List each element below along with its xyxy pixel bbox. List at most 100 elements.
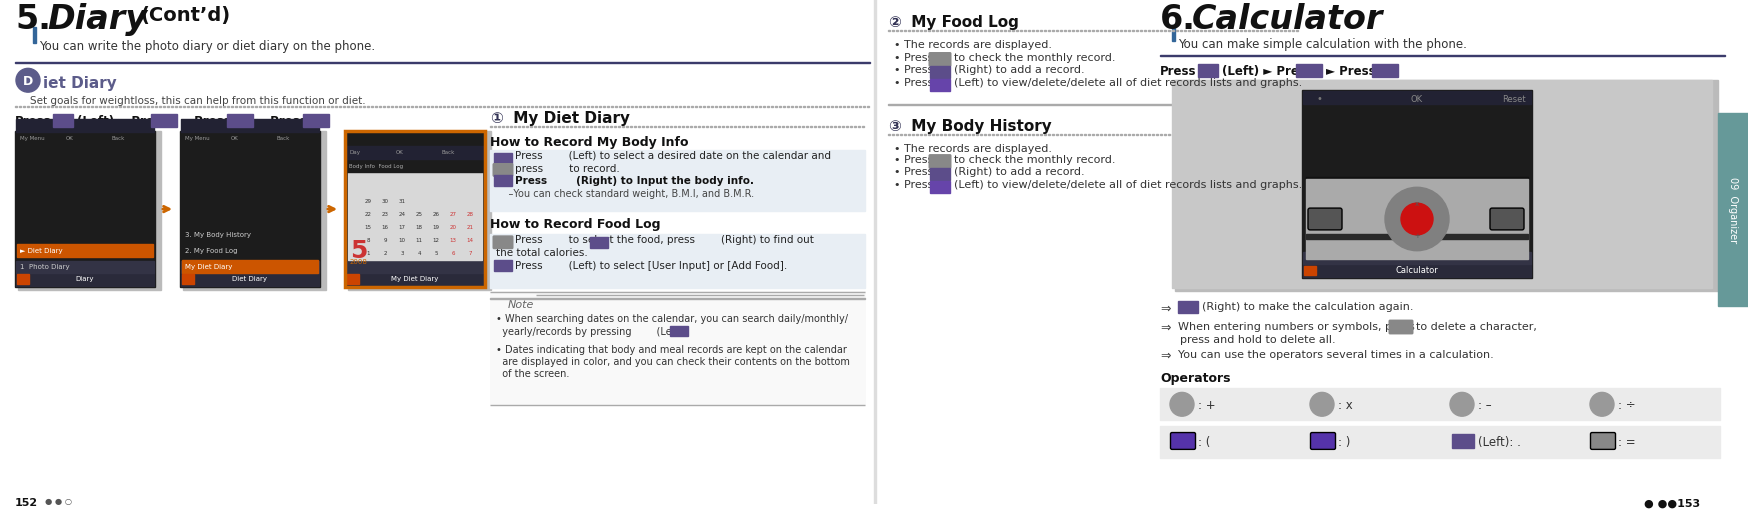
Bar	[1155, 31, 1157, 32]
Bar	[995, 134, 998, 135]
Bar	[1306, 180, 1528, 259]
Bar	[1096, 134, 1098, 135]
Bar	[1143, 134, 1145, 135]
Bar	[1051, 31, 1054, 32]
Bar	[1224, 31, 1225, 32]
Bar	[1028, 134, 1030, 135]
Text: to delete a character,: to delete a character,	[1416, 321, 1536, 331]
Text: • When searching dates on the calendar, you can search daily/monthly/: • When searching dates on the calendar, …	[496, 314, 848, 324]
Text: 4: 4	[418, 250, 421, 255]
Bar	[1197, 65, 1217, 78]
Bar	[944, 134, 946, 135]
Bar	[930, 169, 949, 181]
Bar	[1227, 31, 1229, 32]
Bar	[1271, 134, 1273, 135]
Text: Press: Press	[1159, 65, 1196, 78]
Bar	[1183, 31, 1185, 32]
Text: • Dates indicating that body and meal records are kept on the calendar: • Dates indicating that body and meal re…	[496, 344, 846, 354]
Bar	[1079, 31, 1082, 32]
Bar	[1147, 31, 1150, 32]
Text: (Right) to add a record.: (Right) to add a record.	[953, 65, 1084, 75]
Bar	[1023, 31, 1026, 32]
Text: You can write the photo diary or diet diary on the phone.: You can write the photo diary or diet di…	[38, 40, 374, 52]
Bar	[1131, 31, 1133, 32]
Text: My Diet Diary: My Diet Diary	[392, 276, 439, 282]
Bar	[1007, 31, 1009, 32]
Bar	[346, 261, 484, 273]
Bar	[1143, 31, 1145, 32]
Text: OK: OK	[231, 136, 239, 141]
Bar	[1031, 31, 1033, 32]
Bar	[1304, 266, 1314, 276]
Bar	[984, 134, 986, 135]
Bar	[1302, 92, 1530, 105]
Bar	[988, 134, 989, 135]
Bar	[1007, 134, 1009, 135]
Bar	[1035, 134, 1037, 135]
Bar	[963, 31, 965, 32]
Text: 28: 28	[467, 212, 474, 217]
Text: : ÷: : ÷	[1617, 398, 1634, 411]
Text: x: x	[1414, 201, 1418, 207]
Bar	[344, 131, 484, 288]
Bar	[919, 134, 921, 135]
Bar	[947, 134, 949, 135]
Bar	[489, 235, 865, 289]
Bar	[930, 67, 949, 79]
Text: • The records are displayed.: • The records are displayed.	[893, 40, 1051, 49]
Bar	[1187, 134, 1189, 135]
Bar	[1180, 31, 1182, 32]
Bar	[1084, 31, 1086, 32]
Bar	[1147, 134, 1150, 135]
Bar	[1131, 134, 1133, 135]
Bar	[1178, 302, 1197, 314]
Bar	[1215, 31, 1217, 32]
Bar	[16, 63, 869, 64]
Bar	[16, 261, 154, 273]
Bar	[1239, 31, 1241, 32]
Bar	[493, 153, 512, 164]
Bar	[1267, 31, 1269, 32]
Bar	[1252, 31, 1253, 32]
Text: Press        (Left) to select a desired date on the calendar and: Press (Left) to select a desired date on…	[514, 150, 830, 160]
Bar	[1259, 31, 1262, 32]
Bar	[16, 273, 154, 287]
Text: 16: 16	[381, 224, 388, 230]
Bar	[923, 31, 925, 32]
Bar	[1019, 31, 1021, 32]
Text: 9: 9	[383, 237, 386, 242]
Text: Press: Press	[16, 115, 51, 128]
Bar	[1227, 134, 1229, 135]
Bar	[1072, 31, 1073, 32]
Text: ①: ①	[489, 111, 503, 126]
Text: (Left) ► Press: (Left) ► Press	[1222, 65, 1313, 78]
Circle shape	[1449, 392, 1474, 416]
Text: 8: 8	[365, 237, 369, 242]
Bar	[1287, 134, 1290, 135]
Text: Back: Back	[276, 136, 290, 141]
Text: 20: 20	[449, 224, 456, 230]
Text: +: +	[1412, 233, 1419, 238]
Bar	[1028, 31, 1030, 32]
Bar	[1224, 134, 1225, 135]
Bar	[489, 405, 865, 406]
Text: ③: ③	[888, 119, 900, 134]
Bar	[1302, 252, 1530, 264]
Bar	[344, 131, 484, 288]
Text: Diary: Diary	[75, 276, 94, 282]
Bar	[1044, 31, 1045, 32]
Bar	[939, 31, 942, 32]
Bar	[1168, 134, 1169, 135]
Text: •: •	[1316, 94, 1321, 104]
Text: 17: 17	[399, 224, 406, 230]
Text: OK: OK	[66, 136, 73, 141]
Text: 12: 12	[432, 237, 439, 242]
Bar	[1072, 134, 1073, 135]
Bar	[1040, 134, 1042, 135]
Bar	[1248, 31, 1250, 32]
Bar	[1068, 31, 1070, 32]
Bar	[907, 31, 909, 32]
Bar	[1124, 31, 1126, 32]
Bar	[928, 31, 930, 32]
Text: 15: 15	[364, 224, 371, 230]
